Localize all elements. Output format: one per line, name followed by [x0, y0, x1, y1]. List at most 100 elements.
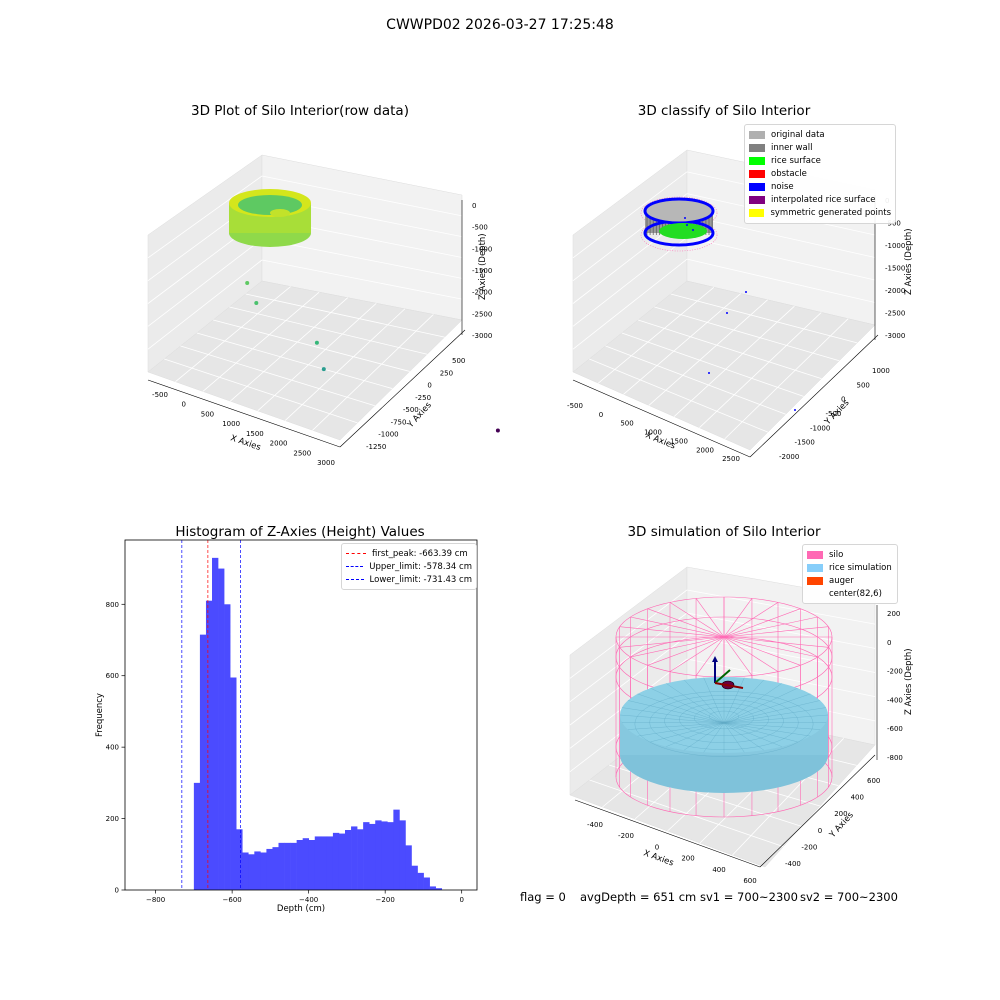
panel2-z-tick-label: -2500: [885, 310, 905, 318]
histogram-bar: [320, 836, 328, 890]
panel4-z-tick-label: -800: [887, 754, 903, 762]
legend-label: auger: [829, 575, 854, 586]
legend-line-swatch: [346, 566, 364, 568]
histogram-bar: [411, 865, 418, 890]
histogram-bar: [236, 829, 243, 890]
panel2-y-tick-label: -1000: [810, 424, 830, 432]
panel1-title: 3D Plot of Silo Interior(row data): [191, 103, 409, 119]
panel2-x-tick-label: 3000: [748, 464, 766, 465]
histogram-chart: −800 −600 −400 −200 0 0 200 400 600 800 Depth (cm…: [95, 539, 478, 914]
histogram-bar: [381, 821, 388, 890]
panel1-z-tick-label: -1000: [472, 245, 492, 253]
panel1-x-tick-label: 2500: [293, 449, 311, 457]
figure-title: CWWPD02 2026-03-27 17:25:48: [386, 17, 614, 33]
histogram-bar: [212, 557, 219, 890]
panel1-outlier-point: [254, 301, 259, 305]
panel1-zlabel: Z Axies (Depth): [478, 233, 488, 300]
histogram-bar: [230, 677, 237, 890]
panel4-x-tick-label: -400: [587, 821, 603, 829]
panel2-y-tick-label: -2000: [779, 453, 799, 461]
panel2-z-tick-label: -2000: [885, 287, 905, 295]
panel4-rice-simulation: [619, 677, 829, 793]
histogram-y-tick-label: 0: [115, 887, 119, 895]
legend-swatch: [807, 576, 823, 585]
panel2-noise-point: [745, 291, 747, 293]
legend-swatch: [807, 590, 823, 598]
legend-label: inner wall: [771, 142, 813, 153]
panel2-y-tick-label: 1000: [872, 367, 890, 375]
panel4-x-tick-label: -200: [618, 832, 634, 840]
histogram-x-tick-label: −400: [299, 896, 318, 904]
panel1-y-tick-label: -1000: [378, 431, 398, 439]
histogram-x-tick-label: 0: [459, 896, 463, 904]
panel2-x-tick-label: 1000: [644, 429, 662, 437]
panel1-x-tick-label: 1000: [222, 420, 240, 428]
panel4-silo-wireframe: [615, 596, 833, 818]
legend-label: rice surface: [771, 155, 821, 166]
panel4-legend-item: center(82,6): [807, 587, 893, 600]
panel2-legend-item: obstacle: [749, 167, 891, 180]
histogram-y-tick-label: 400: [106, 744, 119, 752]
histogram-bar: [423, 877, 430, 890]
legend-swatch: [749, 130, 765, 139]
panel2-x-tick-label: -500: [567, 402, 583, 410]
panel2-x-tick-label: 1500: [670, 437, 688, 445]
panel2-noise-point: [708, 372, 710, 374]
legend-label: rice simulation: [829, 562, 892, 573]
panel4-z-tick-label: -600: [887, 725, 903, 733]
panel1-outlier-point: [321, 367, 326, 372]
panel2-noise-point: [692, 229, 694, 231]
panel1-x-tick-label: 2000: [270, 440, 288, 448]
histogram-x-tick-label: −200: [376, 896, 395, 904]
panel2-legend-item: interpolated rice surface: [749, 193, 891, 206]
panel2-legend-item: noise: [749, 180, 891, 193]
legend-label: silo: [829, 549, 844, 560]
histogram-xlabel: Depth (cm): [277, 904, 325, 914]
panel4-z-tick-label: -400: [887, 696, 903, 704]
panel1-outlier-point: [495, 428, 500, 433]
panel2-noise-point: [686, 224, 688, 226]
panel2-y-tick-label: 0: [841, 396, 845, 404]
histogram-y-tick-label: 200: [106, 815, 119, 823]
panel4-y-tick-label: -400: [785, 860, 801, 868]
panel2-z-tick-label: -1500: [885, 265, 905, 273]
histogram-bar: [284, 842, 291, 890]
histogram-y-tick-label: 600: [106, 672, 119, 680]
panel4-legend-item: auger: [807, 574, 893, 587]
legend-swatch: [749, 156, 765, 165]
histogram-bar: [417, 872, 424, 890]
panel4-x-tick-label: 0: [655, 843, 659, 851]
panel4-title: 3D simulation of Silo Interior: [627, 524, 821, 540]
panel1-x-tick-label: 500: [201, 410, 214, 418]
panel4-y-tick-label: 400: [851, 794, 864, 802]
legend-swatch: [807, 563, 823, 572]
legend-swatch: [749, 143, 765, 152]
histogram-bar: [272, 847, 279, 890]
histogram-frame: [124, 539, 478, 891]
histogram-bar: [387, 822, 394, 890]
panel3-title: Histogram of Z-Axies (Height) Values: [175, 524, 425, 540]
panel4-legend-item: rice simulation: [807, 561, 893, 574]
legend-swatch: [749, 169, 765, 178]
panel2-noise-point: [684, 217, 686, 219]
panel4-legend: silo rice simulation auger center(82,6): [802, 544, 898, 605]
panel2-x-tick-label: 0: [599, 411, 603, 419]
panel4-zlabel: Z Axies (Depth): [904, 648, 914, 715]
panel1-y-tick-label: 0: [427, 382, 431, 390]
histogram-bar: [369, 823, 376, 890]
panel1-x-tick-label: -500: [152, 391, 168, 399]
panel2-legend: original data inner wall rice surface obsta…: [744, 124, 896, 224]
histogram-x-tick-label: −800: [146, 896, 165, 904]
panel4-y-tick-label: -200: [801, 843, 817, 851]
histogram-bar: [308, 840, 316, 890]
legend-label: noise: [771, 181, 794, 192]
panel1-z-tick-label: -2000: [472, 289, 492, 297]
panel2-y-tick-label: -500: [826, 410, 842, 418]
panel1-z-tick-label: -2500: [472, 310, 492, 318]
panel4-y-tick-label: 200: [834, 810, 847, 818]
histogram-legend: first_peak: -663.39 cm Upper_limit: -578.…: [341, 543, 477, 591]
histogram-bar: [193, 782, 201, 890]
histogram-bar: [351, 826, 358, 890]
legend-label: Lower_limit: -731.43 cm: [369, 574, 472, 585]
histogram-bar: [254, 851, 261, 890]
